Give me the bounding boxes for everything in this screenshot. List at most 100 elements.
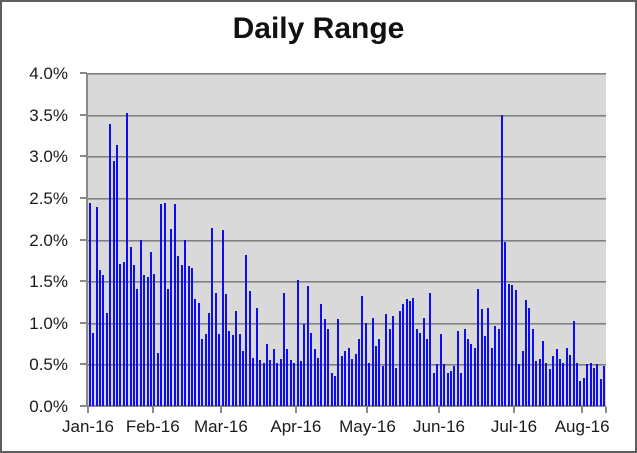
bar bbox=[242, 351, 245, 406]
bar bbox=[368, 362, 371, 406]
bar bbox=[436, 364, 439, 406]
bar bbox=[415, 329, 418, 406]
grid-line bbox=[88, 156, 606, 159]
bar bbox=[385, 314, 388, 406]
bar bbox=[293, 362, 296, 406]
x-axis-tick bbox=[366, 407, 369, 413]
y-tick-label: 0.5% bbox=[29, 355, 68, 375]
bar bbox=[88, 202, 91, 406]
bar bbox=[156, 352, 159, 406]
bar bbox=[167, 288, 170, 406]
grid-line bbox=[88, 114, 606, 117]
bar bbox=[409, 301, 412, 406]
bar bbox=[207, 312, 210, 406]
bar bbox=[177, 256, 180, 406]
x-tick-label: Mar-16 bbox=[193, 417, 248, 436]
bar bbox=[432, 372, 435, 406]
bar bbox=[347, 347, 350, 406]
bar bbox=[371, 317, 374, 406]
bar bbox=[286, 349, 289, 406]
bar bbox=[160, 203, 163, 406]
bar bbox=[449, 371, 452, 406]
bar bbox=[265, 343, 268, 406]
bar bbox=[119, 263, 122, 406]
bar bbox=[201, 339, 204, 406]
bar bbox=[572, 321, 575, 406]
bar bbox=[327, 329, 330, 406]
bar bbox=[303, 324, 306, 406]
bar bbox=[197, 302, 200, 406]
bar bbox=[330, 372, 333, 406]
bar bbox=[374, 346, 377, 406]
grid-line bbox=[88, 239, 606, 242]
bar bbox=[596, 364, 599, 406]
bar bbox=[133, 265, 135, 406]
bar bbox=[115, 144, 118, 406]
x-axis-line bbox=[88, 405, 606, 407]
x-axis-tick bbox=[151, 407, 154, 413]
x-axis-tick bbox=[605, 407, 607, 413]
bar bbox=[122, 262, 125, 406]
bar bbox=[323, 319, 326, 406]
grid-line bbox=[88, 281, 606, 284]
bar bbox=[129, 247, 132, 406]
bar bbox=[184, 239, 187, 406]
x-tick-label: Jan-16 bbox=[62, 417, 114, 436]
bar bbox=[272, 349, 275, 406]
bar bbox=[497, 329, 500, 406]
bar bbox=[245, 254, 248, 406]
bar bbox=[180, 264, 183, 406]
bar bbox=[412, 297, 415, 406]
bar bbox=[259, 360, 262, 406]
bar bbox=[262, 362, 265, 406]
bar bbox=[402, 304, 405, 406]
x-axis-tick bbox=[438, 407, 440, 413]
bar bbox=[422, 317, 425, 406]
bar bbox=[565, 347, 568, 406]
x-tick-label: Jun-16 bbox=[413, 417, 465, 436]
bar bbox=[102, 275, 105, 406]
bar bbox=[95, 207, 98, 406]
bar bbox=[511, 285, 514, 406]
x-axis-tick bbox=[219, 407, 222, 413]
bar bbox=[310, 332, 313, 406]
bar bbox=[92, 332, 95, 406]
bar bbox=[494, 326, 497, 406]
bar bbox=[545, 362, 548, 406]
bar bbox=[453, 366, 456, 406]
bar bbox=[126, 113, 129, 406]
bar bbox=[548, 369, 551, 406]
y-axis-tick bbox=[80, 196, 87, 199]
bar bbox=[317, 357, 320, 406]
bar bbox=[153, 273, 156, 406]
bar bbox=[446, 372, 449, 406]
bar bbox=[562, 362, 565, 406]
bar bbox=[337, 319, 340, 406]
bar bbox=[238, 334, 241, 406]
bar bbox=[398, 311, 401, 406]
bar bbox=[589, 362, 592, 406]
y-axis-line bbox=[86, 73, 88, 407]
bar bbox=[466, 339, 469, 406]
bar bbox=[252, 357, 255, 406]
bar bbox=[504, 242, 507, 406]
y-tick-label: 1.0% bbox=[29, 313, 68, 333]
bar bbox=[364, 322, 367, 406]
bar bbox=[419, 332, 422, 406]
bar bbox=[320, 304, 323, 406]
bar bbox=[139, 239, 142, 406]
bar bbox=[582, 377, 585, 406]
x-tick-label: Feb-16 bbox=[125, 417, 180, 436]
bar bbox=[470, 344, 473, 406]
x-tick-label: Jul-16 bbox=[490, 417, 538, 436]
bar bbox=[524, 300, 527, 406]
y-axis-tick bbox=[80, 405, 87, 407]
x-axis-tick bbox=[294, 407, 297, 413]
bar bbox=[514, 290, 517, 406]
x-tick-label: Apr-16 bbox=[270, 417, 322, 436]
bar bbox=[289, 360, 292, 406]
bar bbox=[487, 307, 490, 406]
bar bbox=[538, 359, 541, 406]
bar bbox=[136, 288, 139, 406]
